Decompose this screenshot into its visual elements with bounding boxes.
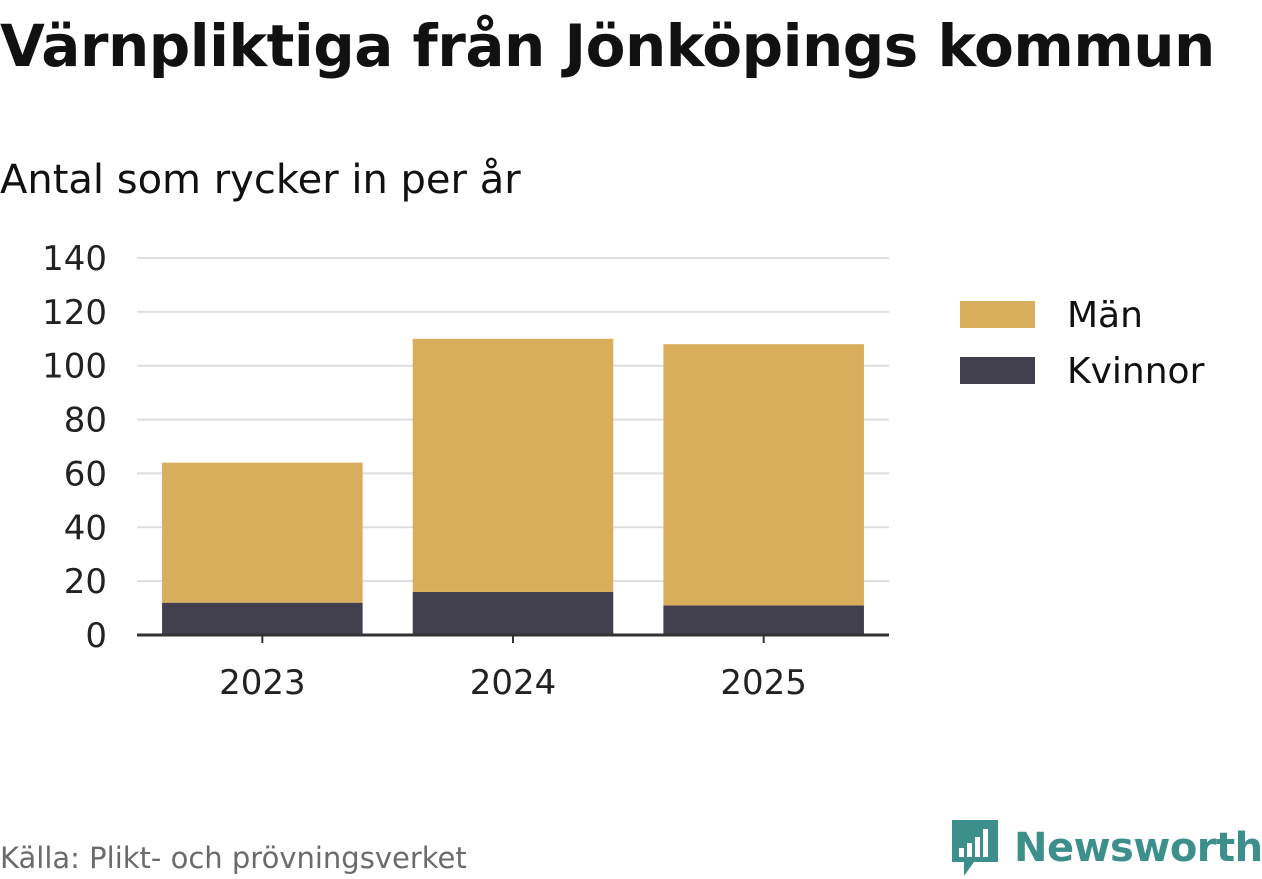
bar-kvinnor-2024 — [412, 591, 614, 635]
legend-swatch-män — [960, 301, 1035, 328]
page-title: Värnpliktiga från Jönköpings kommun — [0, 12, 1215, 80]
legend-label-män: Män — [1067, 295, 1143, 336]
y-tick-label: 40 — [64, 508, 107, 548]
y-tick-label: 60 — [64, 454, 107, 494]
bar-kvinnor-2025 — [663, 605, 864, 635]
x-axis-ticks: 2023 2024 2025 — [219, 635, 807, 703]
bar-kvinnor-2023 — [162, 602, 363, 635]
brand-logo: Newsworthy — [950, 818, 1262, 878]
bar-chart-icon — [952, 820, 998, 876]
legend: Män Kvinnor — [960, 295, 1205, 392]
x-tick-label: 2025 — [720, 663, 807, 703]
source-note: Källa: Plikt- och prövningsverket — [0, 841, 467, 875]
y-tick-label: 80 — [64, 401, 107, 441]
x-tick-label: 2024 — [470, 663, 557, 703]
legend-swatch-kvinnor — [960, 357, 1035, 384]
y-tick-label: 140 — [42, 239, 107, 279]
bar-män-2023 — [162, 462, 363, 603]
x-tick-label: 2023 — [219, 663, 306, 703]
brand-name: Newsworthy — [1014, 825, 1262, 871]
bar-män-2024 — [412, 338, 614, 592]
y-tick-label: 120 — [42, 293, 107, 333]
legend-label-kvinnor: Kvinnor — [1067, 351, 1205, 392]
y-tick-label: 100 — [42, 347, 107, 387]
bar-män-2025 — [663, 344, 864, 606]
y-tick-label: 20 — [64, 562, 107, 602]
bars — [162, 338, 864, 635]
y-tick-label: 0 — [85, 616, 107, 656]
chart-subtitle: Antal som rycker in per år — [0, 157, 521, 203]
y-axis-ticks: 0 20 40 60 80 100 120 140 — [42, 239, 107, 656]
